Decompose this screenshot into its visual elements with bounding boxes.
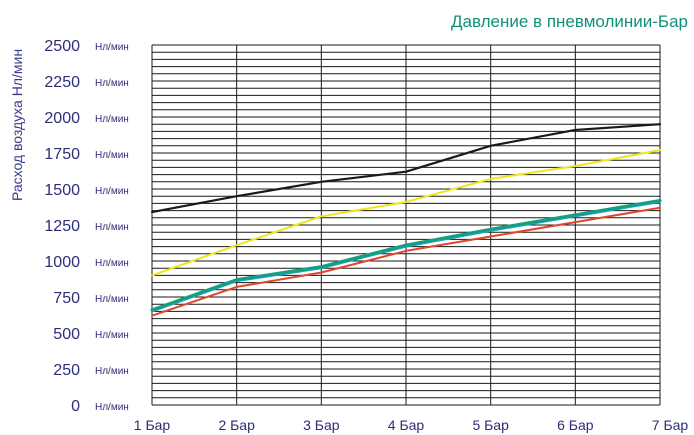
x-tick-label: 6 Бар (557, 417, 594, 433)
y-tick-label: 2250 (44, 74, 80, 91)
y-tick-label: 1500 (44, 182, 80, 199)
x-tick-label: 4 Бар (388, 417, 425, 433)
x-tick-label: 3 Бар (303, 417, 340, 433)
y-tick-label: 750 (53, 290, 80, 307)
chart-title: Давление в пневмолинии-Бар (451, 12, 688, 31)
y-tick-unit: Нл/мин (95, 222, 129, 233)
y-tick-label: 1250 (44, 218, 80, 235)
series-line-2 (151, 149, 661, 277)
series-lines (150, 123, 662, 317)
y-tick-unit: Нл/мин (95, 330, 129, 341)
x-tick-label: 1 Бар (134, 417, 171, 433)
y-axis-ticks: 0 Нл/мин 250 Нл/мин 500 Нл/мин 750 Нл/мин 1000 Нл… (44, 38, 128, 415)
y-tick-label: 2500 (44, 38, 80, 55)
y-tick-unit: Нл/мин (95, 114, 129, 125)
y-tick-unit: Нл/мин (95, 258, 129, 269)
y-tick-unit: Нл/мин (95, 366, 129, 377)
y-tick-unit: Нл/мин (95, 402, 129, 413)
series-line-1 (150, 123, 662, 214)
y-tick-unit: Нл/мин (95, 186, 129, 197)
series-line-5 (150, 198, 662, 312)
y-tick-label: 250 (53, 362, 80, 379)
y-tick-label: 1750 (44, 146, 80, 163)
y-tick-unit: Нл/мин (95, 78, 129, 89)
y-tick-label: 0 (71, 398, 80, 415)
y-tick-label: 500 (53, 326, 80, 343)
y-tick-label: 2000 (44, 110, 80, 127)
x-tick-label: 2 Бар (218, 417, 255, 433)
x-tick-label: 7 Бар (652, 417, 689, 433)
x-axis-ticks: 1 Бар 2 Бар 3 Бар 4 Бар 5 Бар 6 Бар 7 Бар (134, 417, 689, 433)
y-tick-label: 1000 (44, 254, 80, 271)
y-tick-unit: Нл/мин (95, 294, 129, 305)
y-tick-unit: Нл/мин (95, 150, 129, 161)
grid (151, 44, 661, 406)
series-line-3 (151, 206, 661, 317)
y-axis-label: Расход воздуха Нл/мин (9, 49, 25, 201)
x-tick-label: 5 Бар (472, 417, 509, 433)
y-tick-unit: Нл/мин (95, 42, 129, 53)
